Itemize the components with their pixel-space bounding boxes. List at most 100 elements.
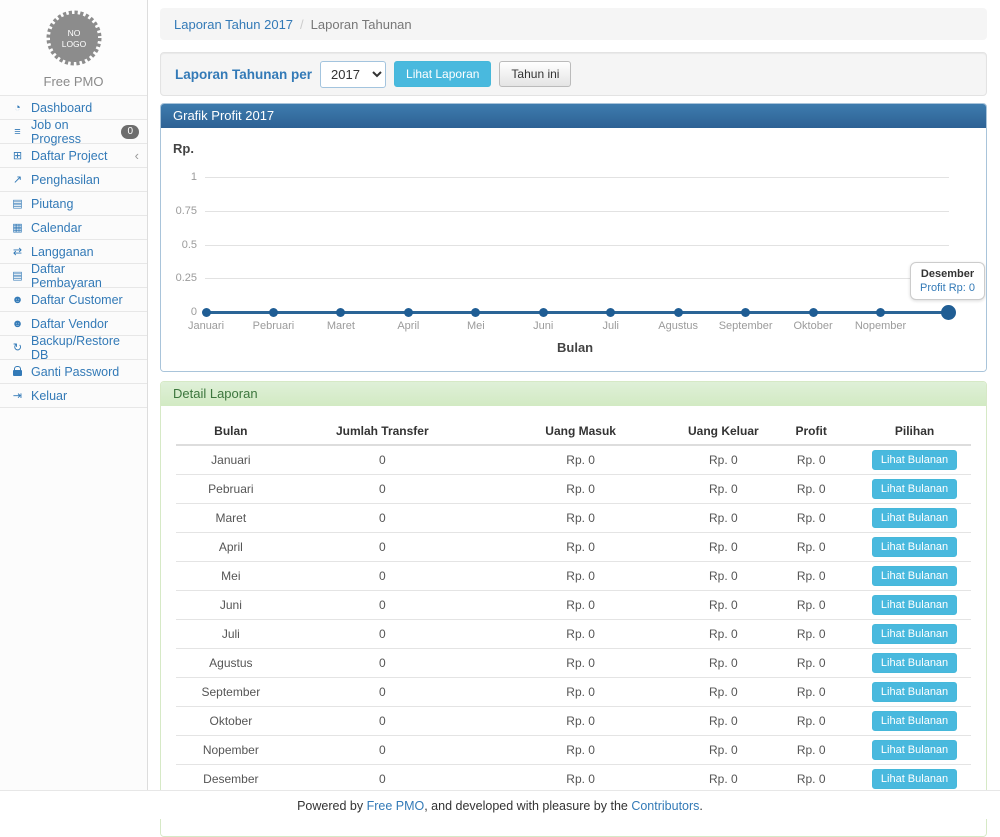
chart-point-pebruari[interactable] <box>269 308 278 317</box>
chart-point-oktober[interactable] <box>809 308 818 317</box>
y-tick-label: 1 <box>161 171 197 183</box>
sidebar-item-backup-restore-db[interactable]: ↻Backup/Restore DB <box>0 336 147 360</box>
sidebar-item-label: Ganti Password <box>31 365 119 379</box>
sidebar-item-label: Backup/Restore DB <box>31 334 139 362</box>
calendar-icon: ▦ <box>10 221 25 234</box>
sidebar-item-job-on-progress[interactable]: ≡Job on Progress0 <box>0 120 147 144</box>
cell-uang-masuk: Rp. 0 <box>479 562 683 591</box>
cell-uang-keluar: Rp. 0 <box>682 562 764 591</box>
table-row: Juli0Rp. 0Rp. 0Rp. 0Lihat Bulanan <box>176 620 971 649</box>
table-row: Pebruari0Rp. 0Rp. 0Rp. 0Lihat Bulanan <box>176 475 971 504</box>
sidebar-item-daftar-vendor[interactable]: ☻Daftar Vendor <box>0 312 147 336</box>
cell-jumlah-transfer: 0 <box>286 591 479 620</box>
cell-bulan: Juli <box>176 620 286 649</box>
x-tick-label: Mei <box>439 320 513 332</box>
breadcrumb-separator: / <box>300 17 304 32</box>
chevron-left-icon: ‹ <box>135 148 139 163</box>
lihat-bulanan-button[interactable]: Lihat Bulanan <box>872 595 957 615</box>
x-tick-label: Januari <box>169 320 243 332</box>
sidebar-item-label: Keluar <box>31 389 67 403</box>
sidebar-item-daftar-customer[interactable]: ☻Daftar Customer <box>0 288 147 312</box>
chart-gridline <box>205 177 949 178</box>
chart-point-nopember[interactable] <box>876 308 885 317</box>
cell-uang-masuk: Rp. 0 <box>479 649 683 678</box>
lihat-bulanan-button[interactable]: Lihat Bulanan <box>872 566 957 586</box>
lihat-bulanan-button[interactable]: Lihat Bulanan <box>872 769 957 789</box>
sidebar-item-piutang[interactable]: ▤ Piutang <box>0 192 147 216</box>
lihat-bulanan-button[interactable]: Lihat Bulanan <box>872 537 957 557</box>
lihat-bulanan-button[interactable]: Lihat Bulanan <box>872 450 957 470</box>
report-filter-form: Laporan Tahunan per 2017 Lihat Laporan T… <box>160 52 987 96</box>
chart-gridline <box>205 245 949 246</box>
lihat-bulanan-button[interactable]: Lihat Bulanan <box>872 624 957 644</box>
cell-bulan: Nopember <box>176 736 286 765</box>
lock-icon <box>10 365 25 379</box>
chart-point-agustus[interactable] <box>674 308 683 317</box>
badge-count: 0 <box>121 125 139 139</box>
sidebar-item-keluar[interactable]: ⇥ Keluar <box>0 384 147 408</box>
cell-pilihan: Lihat Bulanan <box>858 678 971 707</box>
x-tick-label: September <box>709 320 783 332</box>
cell-bulan: Mei <box>176 562 286 591</box>
chart-point-maret[interactable] <box>336 308 345 317</box>
list-icon: ≡ <box>10 126 25 138</box>
detail-report-panel: Detail Laporan BulanJumlah TransferUang … <box>160 381 987 837</box>
lihat-bulanan-button[interactable]: Lihat Bulanan <box>872 740 957 760</box>
sidebar-item-daftar-project[interactable]: ⊞Daftar Project‹ <box>0 144 147 168</box>
chart-point-mei[interactable] <box>471 308 480 317</box>
tahun-ini-button[interactable]: Tahun ini <box>499 61 571 87</box>
sidebar-item-label: Daftar Project <box>31 149 107 163</box>
cell-uang-keluar: Rp. 0 <box>682 707 764 736</box>
sidebar-item-ganti-password[interactable]: Ganti Password <box>0 360 147 384</box>
sidebar-item-langganan[interactable]: ⇄Langganan <box>0 240 147 264</box>
tooltip-title: Desember <box>920 268 975 280</box>
footer-link-contributors[interactable]: Contributors <box>631 799 699 813</box>
cell-uang-masuk: Rp. 0 <box>479 475 683 504</box>
year-select[interactable]: 2017 <box>320 61 386 88</box>
cell-pilihan: Lihat Bulanan <box>858 504 971 533</box>
chart-point-januari[interactable] <box>202 308 211 317</box>
sidebar-item-dashboard[interactable]: ◔Dashboard <box>0 96 147 120</box>
sidebar-item-penghasilan[interactable]: ↗Penghasilan <box>0 168 147 192</box>
money-icon: ▤ <box>10 197 25 210</box>
lihat-laporan-button[interactable]: Lihat Laporan <box>394 61 491 87</box>
table-row: Januari0Rp. 0Rp. 0Rp. 0Lihat Bulanan <box>176 445 971 475</box>
chart-point-desember[interactable] <box>941 305 956 320</box>
chart-point-september[interactable] <box>741 308 750 317</box>
lihat-bulanan-button[interactable]: Lihat Bulanan <box>872 508 957 528</box>
cell-uang-masuk: Rp. 0 <box>479 736 683 765</box>
cell-jumlah-transfer: 0 <box>286 445 479 475</box>
cell-pilihan: Lihat Bulanan <box>858 707 971 736</box>
cell-profit: Rp. 0 <box>764 707 858 736</box>
y-tick-label: 0.25 <box>161 272 197 284</box>
lihat-bulanan-button[interactable]: Lihat Bulanan <box>872 711 957 731</box>
table-row: April0Rp. 0Rp. 0Rp. 0Lihat Bulanan <box>176 533 971 562</box>
cell-uang-masuk: Rp. 0 <box>479 445 683 475</box>
cell-bulan: April <box>176 533 286 562</box>
lihat-bulanan-button[interactable]: Lihat Bulanan <box>872 653 957 673</box>
cell-jumlah-transfer: 0 <box>286 533 479 562</box>
y-axis-label: Rp. <box>173 141 194 156</box>
cell-pilihan: Lihat Bulanan <box>858 591 971 620</box>
chart-line-profit <box>206 311 948 314</box>
sidebar-item-calendar[interactable]: ▦Calendar <box>0 216 147 240</box>
detail-panel-body: BulanJumlah TransferUang MasukUang Kelua… <box>161 406 986 836</box>
sign-out-icon: ⇥ <box>10 389 25 402</box>
cell-uang-masuk: Rp. 0 <box>479 504 683 533</box>
lihat-bulanan-button[interactable]: Lihat Bulanan <box>872 479 957 499</box>
cell-uang-masuk: Rp. 0 <box>479 533 683 562</box>
cell-pilihan: Lihat Bulanan <box>858 562 971 591</box>
cell-uang-keluar: Rp. 0 <box>682 649 764 678</box>
sidebar-item-daftar-pembayaran[interactable]: ▤Daftar Pembayaran <box>0 264 147 288</box>
cell-profit: Rp. 0 <box>764 533 858 562</box>
breadcrumb-link[interactable]: Laporan Tahun 2017 <box>174 17 293 32</box>
dashboard-icon: ◔ <box>10 102 25 114</box>
table-row: September0Rp. 0Rp. 0Rp. 0Lihat Bulanan <box>176 678 971 707</box>
chart-gridline <box>205 211 949 212</box>
footer-link-freepmo[interactable]: Free PMO <box>367 799 425 813</box>
sidebar-item-label: Piutang <box>31 197 73 211</box>
chart-point-juli[interactable] <box>606 308 615 317</box>
lihat-bulanan-button[interactable]: Lihat Bulanan <box>872 682 957 702</box>
chart-point-juni[interactable] <box>539 308 548 317</box>
chart-point-april[interactable] <box>404 308 413 317</box>
